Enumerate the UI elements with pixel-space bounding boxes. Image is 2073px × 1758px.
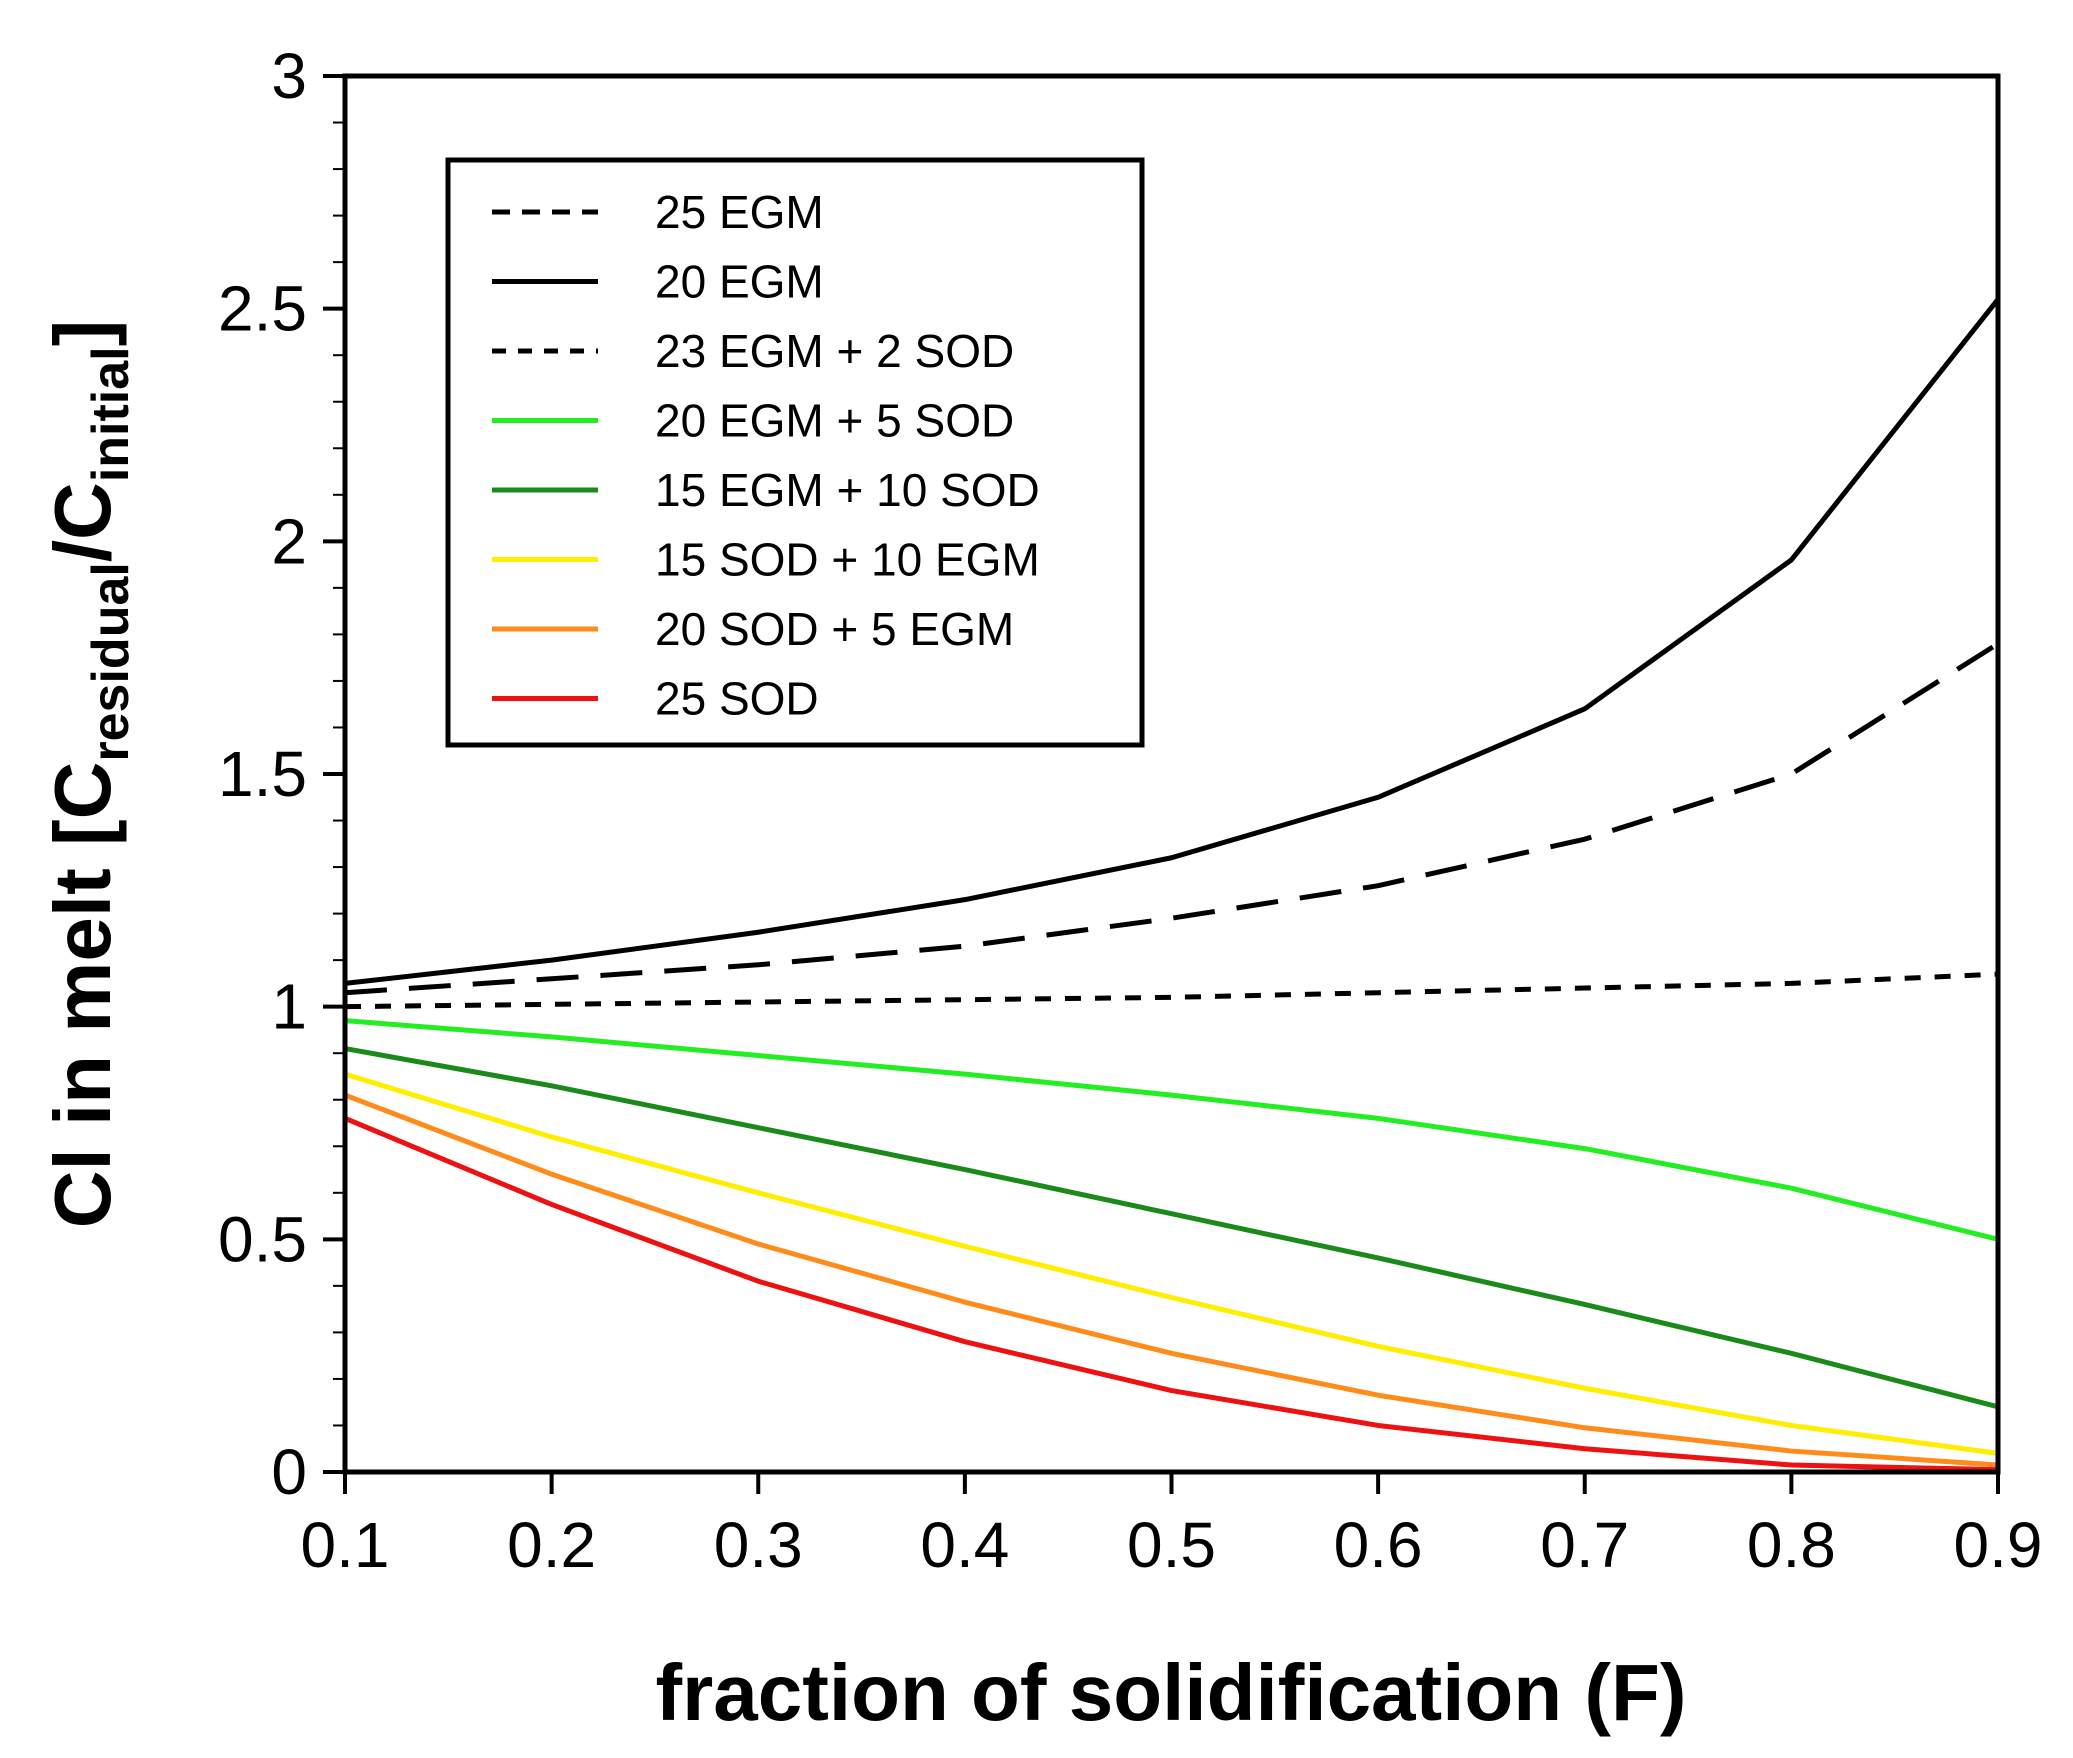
series-line-1: [344, 641, 2000, 996]
legend-label: 20 EGM: [655, 256, 824, 308]
x-tick-label: 0.5: [1127, 1509, 1216, 1581]
y-tick-labels: 0 0.5 1 1.5 2 2.5 3: [218, 40, 307, 1508]
x-axis-title: fraction of solidification (F): [655, 1648, 1686, 1737]
legend-label: 25 SOD: [655, 673, 819, 725]
y-axis-title-main: Cl in melt [C: [38, 762, 127, 1229]
legend-box: [445, 157, 1145, 748]
series-line-5: [344, 1046, 1999, 1410]
series-line-4: [344, 1018, 1999, 1242]
x-tick-label: 0.4: [920, 1509, 1009, 1581]
series-line-8: [344, 1116, 1999, 1473]
legend-label: 15 SOD + 10 EGM: [655, 534, 1040, 586]
x-tick-label: 0.8: [1747, 1509, 1836, 1581]
y-axis-title-sub1: residual: [82, 562, 140, 761]
y-axis-title-sub2: initial: [82, 346, 140, 482]
y-tick-label: 2: [271, 505, 307, 577]
x-tick-label: 0.6: [1334, 1509, 1423, 1581]
y-axis-title: Cl in melt [Cresidual/Cinitial]: [38, 320, 140, 1229]
series-layer: [344, 297, 2000, 1473]
legend-label: 25 EGM: [655, 186, 824, 238]
series-line-6: [344, 1071, 1999, 1456]
x-tick-label: 0.2: [507, 1509, 596, 1581]
plot-frame: [342, 73, 2001, 1475]
y-tick-label: 0.5: [218, 1203, 307, 1275]
x-tick-label: 0.9: [1954, 1509, 2043, 1581]
legend-label: 15 EGM + 10 SOD: [655, 464, 1040, 516]
legend-label: 20 SOD + 5 EGM: [655, 603, 1014, 655]
x-tick-label: 0.7: [1540, 1509, 1629, 1581]
x-tick-label: 0.1: [301, 1509, 390, 1581]
legend: 25 EGM 20 EGM 23 EGM + 2 SOD 20 EGM + 5 SOD…: [445, 157, 1145, 748]
y-tick-label: 3: [271, 40, 307, 112]
series-line-2: [344, 297, 2000, 986]
series-line-7: [344, 1092, 1999, 1468]
y-tick-label: 1: [271, 971, 307, 1043]
series-line-3: [344, 971, 1999, 1010]
x-tick-labels: 0.1 0.2 0.3 0.4 0.5 0.6 0.7 0.8 0.9: [301, 1509, 2043, 1581]
legend-label: 20 EGM + 5 SOD: [655, 395, 1014, 447]
x-tick-label: 0.3: [714, 1509, 803, 1581]
legend-label: 23 EGM + 2 SOD: [655, 325, 1014, 377]
y-tick-label: 0: [271, 1436, 307, 1508]
y-axis-title-end: ]: [38, 320, 127, 347]
y-tick-label: 2.5: [218, 273, 307, 345]
y-tick-label: 1.5: [218, 738, 307, 810]
y-axis-title-mid: /C: [38, 482, 127, 562]
